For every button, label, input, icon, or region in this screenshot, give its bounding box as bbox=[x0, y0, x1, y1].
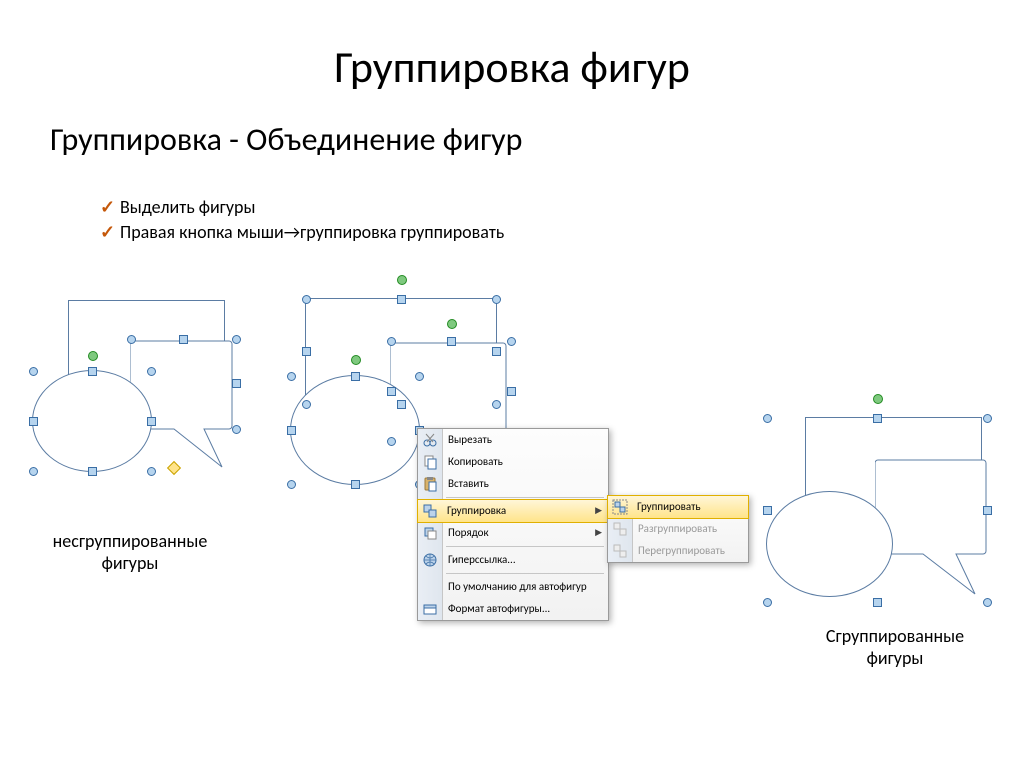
menu-item-paste[interactable]: Вставить bbox=[418, 473, 608, 495]
bullet-1: Выделить фигуры bbox=[100, 195, 504, 220]
slide-title: Группировка фигур bbox=[0, 40, 1024, 94]
caption-grouped: Сгруппированные фигуры bbox=[790, 625, 1000, 669]
submenu-item-ungroup: Разгруппировать bbox=[608, 518, 748, 540]
shape-ellipse[interactable] bbox=[766, 491, 893, 597]
cut-icon bbox=[422, 432, 438, 448]
menu-label: Вставить bbox=[448, 477, 489, 490]
menu-label: Перегруппировать bbox=[638, 544, 725, 557]
menu-label: Порядок bbox=[448, 526, 489, 539]
menu-separator bbox=[446, 546, 604, 547]
submenu-arrow-icon: ▶ bbox=[595, 500, 602, 522]
paste-icon bbox=[422, 476, 438, 492]
context-menu[interactable]: Вырезать Копировать Вставить Группировка… bbox=[417, 428, 609, 621]
shape-callout[interactable] bbox=[875, 457, 1005, 607]
instruction-list: Выделить фигуры Правая кнопка мыши→групп… bbox=[100, 195, 504, 245]
submenu-arrow-icon: ▶ bbox=[595, 522, 602, 544]
menu-item-cut[interactable]: Вырезать bbox=[418, 429, 608, 451]
figure-grouped bbox=[770, 405, 1010, 635]
group-icon bbox=[612, 499, 628, 515]
menu-item-copy[interactable]: Копировать bbox=[418, 451, 608, 473]
menu-label: Вырезать bbox=[448, 433, 492, 446]
submenu-item-group[interactable]: Группировать bbox=[607, 495, 749, 519]
regroup-icon bbox=[612, 543, 628, 559]
menu-label: Формат автофигуры... bbox=[448, 602, 550, 615]
context-submenu-grouping[interactable]: Группировать Разгруппировать Перегруппир… bbox=[607, 495, 749, 563]
menu-separator bbox=[446, 497, 604, 498]
menu-label: Разгруппировать bbox=[638, 522, 717, 535]
format-icon bbox=[422, 601, 438, 617]
submenu-item-regroup: Перегруппировать bbox=[608, 540, 748, 562]
menu-label: Копировать bbox=[448, 455, 503, 468]
menu-item-default-autoshape[interactable]: По умолчанию для автофигур bbox=[418, 576, 608, 598]
menu-item-format-autoshape[interactable]: Формат автофигуры... bbox=[418, 598, 608, 620]
menu-label: Группировать bbox=[637, 500, 701, 513]
menu-item-hyperlink[interactable]: Гиперссылка... bbox=[418, 549, 608, 571]
menu-label: Группировка bbox=[447, 504, 506, 517]
bullet-2: Правая кнопка мыши→группировка группиров… bbox=[100, 220, 504, 245]
menu-item-order[interactable]: Порядок ▶ bbox=[418, 522, 608, 544]
menu-label: По умолчанию для автофигур bbox=[448, 580, 587, 593]
shape-ellipse[interactable] bbox=[290, 375, 420, 485]
menu-item-grouping[interactable]: Группировка ▶ bbox=[417, 499, 609, 523]
menu-label: Гиперссылка... bbox=[448, 553, 516, 566]
figure-ungrouped bbox=[30, 300, 250, 510]
shape-ellipse[interactable] bbox=[32, 370, 152, 472]
menu-separator bbox=[446, 573, 604, 574]
ungroup-icon bbox=[612, 521, 628, 537]
group-icon bbox=[422, 503, 438, 519]
slide-subtitle: Группировка - Объединение фигур bbox=[50, 120, 522, 159]
hyperlink-icon bbox=[422, 552, 438, 568]
caption-ungrouped: несгруппированные фигуры bbox=[20, 530, 240, 574]
order-icon bbox=[422, 525, 438, 541]
copy-icon bbox=[422, 454, 438, 470]
